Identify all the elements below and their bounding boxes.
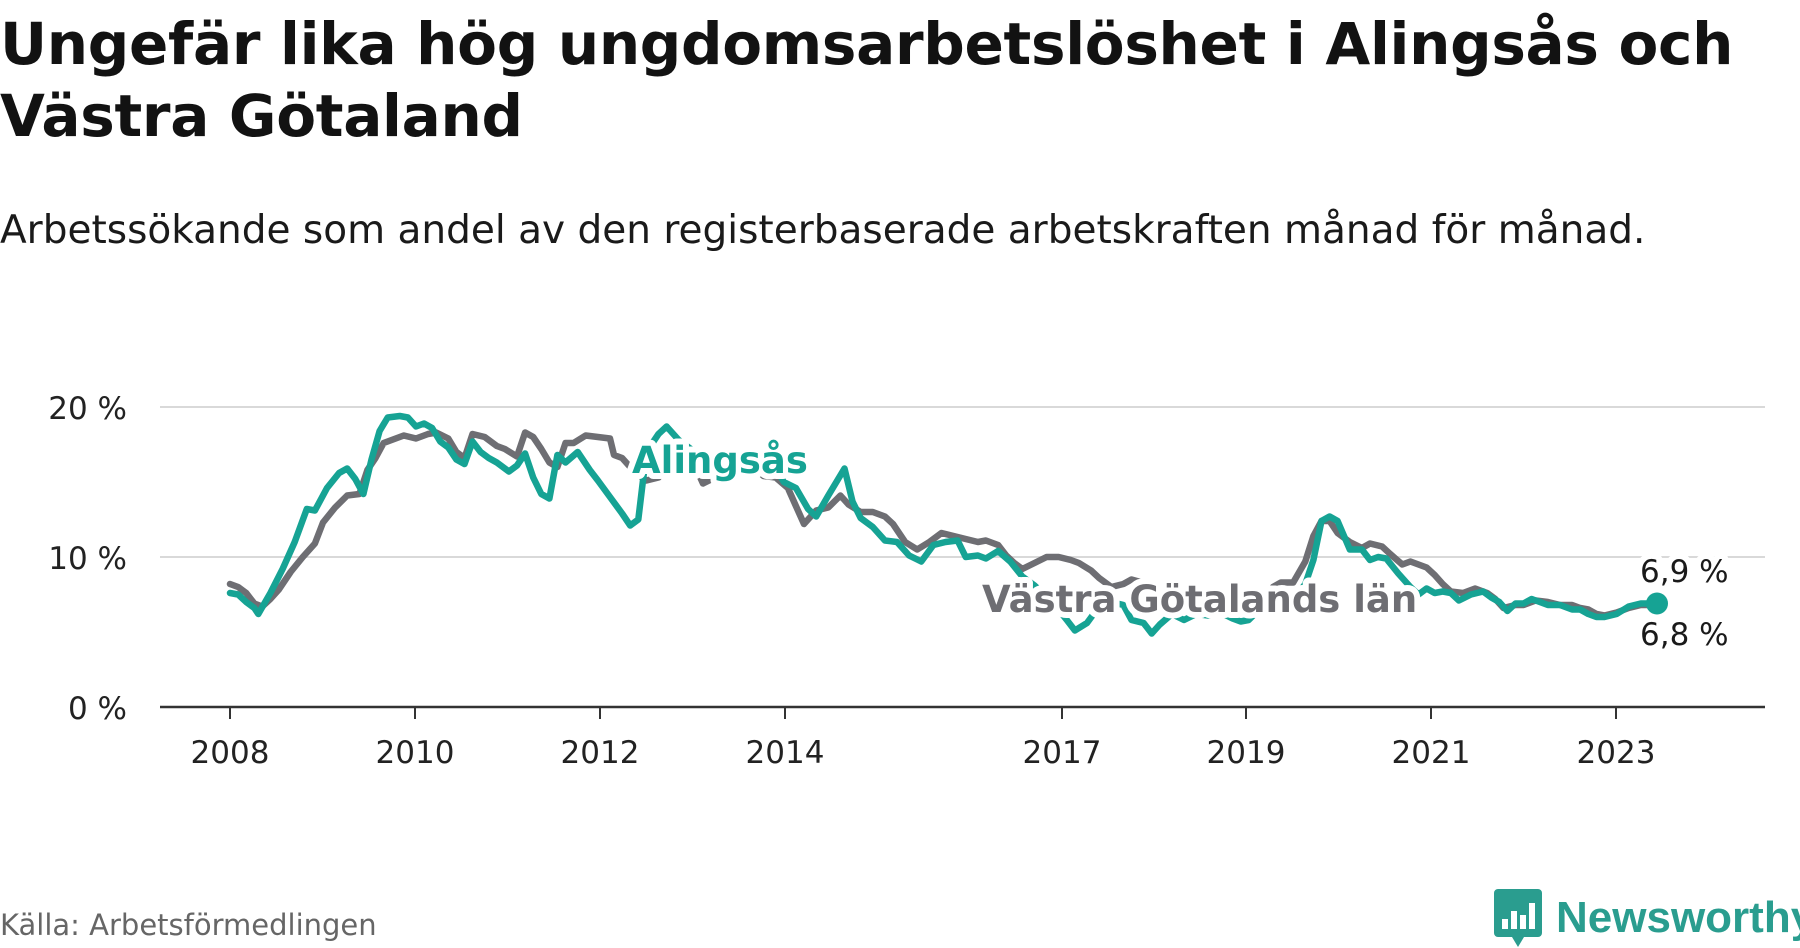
end-value-label-vastra-gotaland: 6,8 %6,8 %: [1634, 611, 1735, 659]
end-value-label-alingsas-halo: 6,9 %: [1640, 554, 1729, 590]
x-tick-label: 2008: [191, 735, 270, 771]
series-label-alingsas-halo: Alingsås: [632, 439, 808, 482]
x-tick-label: 2023: [1577, 735, 1656, 771]
series-label-alingsas-text: Alingsås: [632, 439, 808, 482]
y-tick-label: 20 %: [48, 391, 127, 427]
series-label-vastra-gotaland-text: Västra Götalands län: [982, 578, 1417, 621]
line-chart: 0 % 10 % 20 % 2008 2010 2012 2014 2017 2019 2021…: [48, 391, 1765, 771]
bar-chart-logo-icon: [1494, 889, 1542, 947]
x-tick-label: 2019: [1207, 735, 1286, 771]
end-point-alingsas: [1646, 592, 1668, 615]
end-value-label-alingsas: 6,9 %6,9 %: [1634, 548, 1735, 596]
x-tick-label: 2012: [561, 735, 640, 771]
x-tick-label: 2017: [1023, 735, 1102, 771]
x-axis-ticks: 2008 2010 2012 2014 2017 2019 2021 2023: [191, 707, 1656, 771]
series-layer: [226, 412, 1668, 637]
end-value-label-vastra-gotaland-text: 6,8 %: [1640, 617, 1729, 653]
brand-logo: Newsworthy: [1494, 888, 1800, 948]
series-label-vastra-gotaland-halo: Västra Götalands län: [982, 578, 1417, 621]
chart-subtitle: Arbetssökande som andel av den registerb…: [0, 208, 1646, 253]
y-tick-label: 10 %: [48, 541, 127, 577]
source-note: Källa: Arbetsförmedlingen: [0, 908, 377, 942]
chart-title: Ungefär lika hög ungdomsarbetslöshet i A…: [0, 10, 1734, 150]
end-value-label-vastra-gotaland-halo: 6,8 %: [1640, 617, 1729, 653]
y-tick-label: 0 %: [68, 691, 127, 727]
brand-name: Newsworthy: [1556, 893, 1800, 942]
end-value-label-alingsas-text: 6,9 %: [1640, 554, 1729, 590]
grid-layer: [160, 406, 1765, 558]
x-tick-label: 2014: [746, 735, 825, 771]
y-axis-ticks: 0 % 10 % 20 %: [48, 391, 127, 727]
x-tick-label: 2010: [376, 735, 455, 771]
series-line-vastra-gotaland: [226, 429, 1661, 619]
series-line-alingsas: [226, 412, 1661, 637]
x-tick-label: 2021: [1392, 735, 1471, 771]
